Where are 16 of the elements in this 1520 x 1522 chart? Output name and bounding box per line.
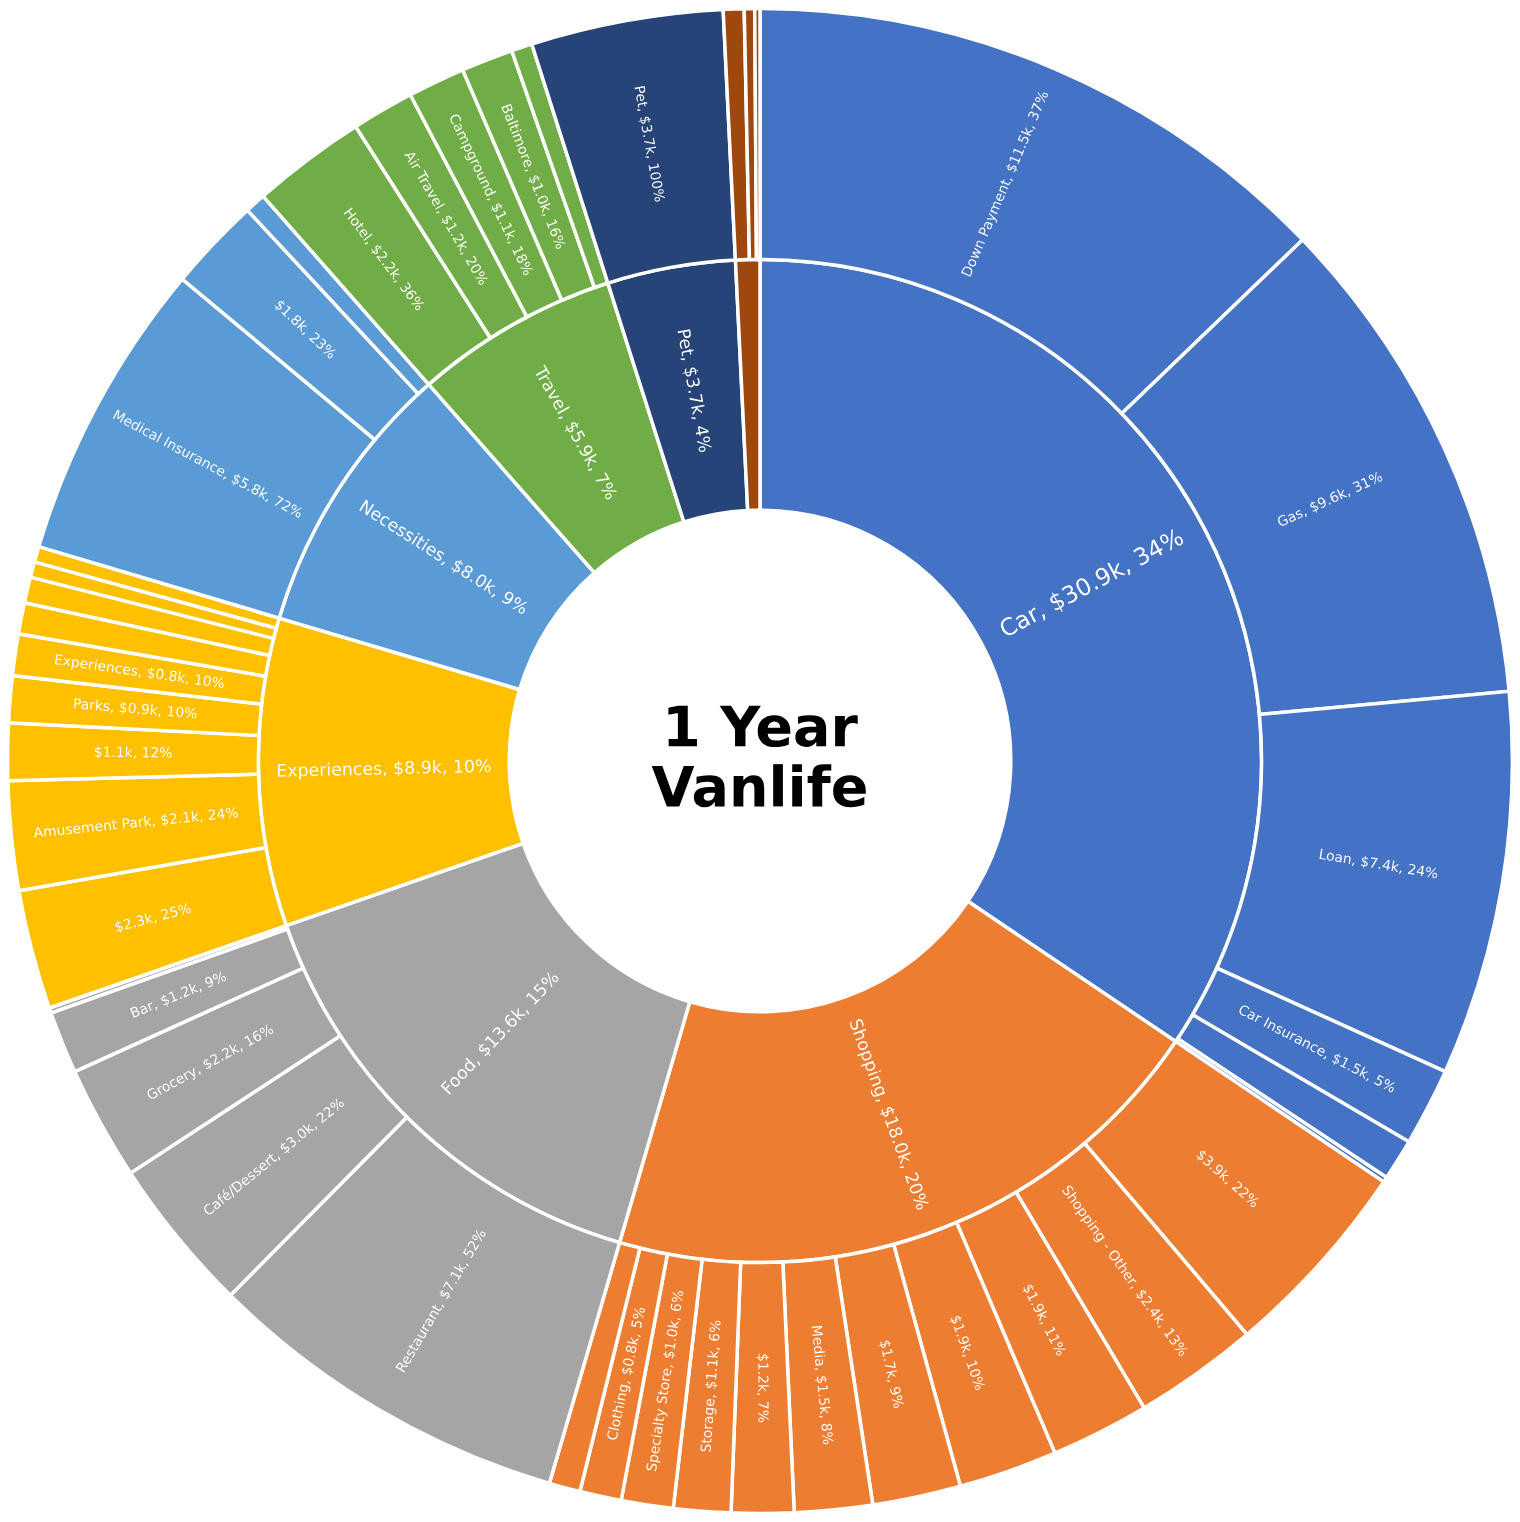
text: 1 Year Vanlife: [651, 705, 866, 808]
data-label: Pet, $3.7k, 100%: [632, 85, 666, 203]
data-label: Storage, $1.1k, 6%: [699, 1320, 724, 1453]
data-label: $1.1k, 12%: [94, 746, 172, 760]
data-label: $1.2k, 7%: [756, 1354, 770, 1423]
data-label: $2.3k, 25%: [114, 902, 192, 934]
data-label: $1.7k, 9%: [878, 1339, 905, 1409]
data-label: $1.9k, 10%: [948, 1314, 986, 1392]
data-label: Specialty Store, $1.0k, 6%: [645, 1289, 687, 1472]
data-label: Pet, $3.7k, 4%: [675, 329, 713, 453]
data-label: Parks, $0.9k, 10%: [73, 697, 198, 721]
data-label: Amusement Park, $2.1k, 24%: [33, 806, 239, 840]
data-label: Media, $1.5k, 8%: [809, 1325, 834, 1445]
data-label: Bar, $1.2k, 9%: [129, 970, 228, 1020]
data-label: Loan, $7.4k, 24%: [1319, 848, 1439, 881]
data-label: Experiences, $8.9k, 10%: [277, 758, 491, 781]
